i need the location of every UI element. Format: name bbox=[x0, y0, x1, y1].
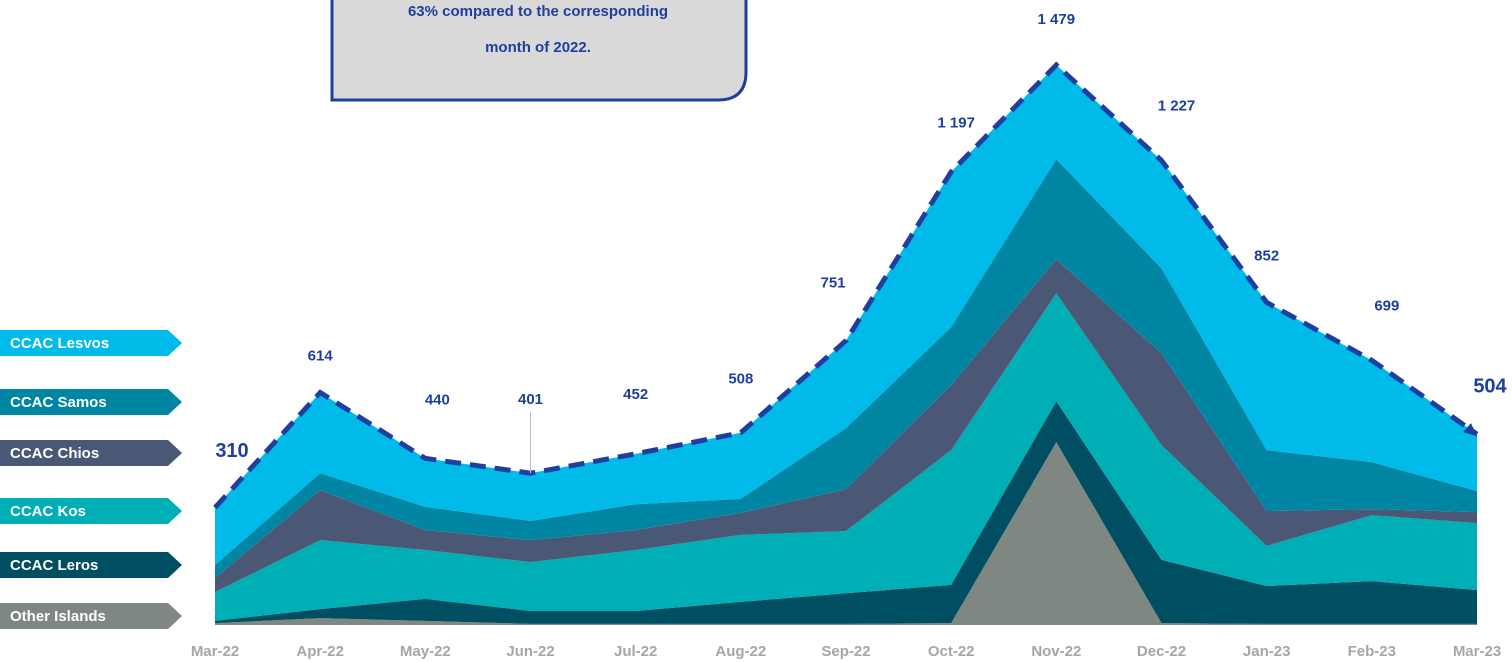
legend-swatch bbox=[0, 552, 182, 578]
legend-label: CCAC Samos bbox=[10, 394, 107, 411]
value-label: 504 bbox=[1473, 375, 1507, 397]
value-label: 1 479 bbox=[1038, 11, 1076, 28]
annotation-box bbox=[330, 0, 748, 102]
x-tick-label: Feb-23 bbox=[1348, 643, 1396, 660]
total-line bbox=[213, 61, 1479, 510]
value-label: 1 227 bbox=[1158, 97, 1196, 114]
x-tick-label: Sep-22 bbox=[821, 643, 870, 660]
area bbox=[215, 293, 1477, 621]
legend-label: CCAC Leros bbox=[10, 557, 98, 574]
x-tick-label: Jan-23 bbox=[1243, 643, 1291, 660]
legend-label: CCAC Lesvos bbox=[10, 335, 109, 352]
area bbox=[215, 259, 1477, 593]
value-label: 440 bbox=[425, 391, 450, 408]
annotation: month of 2022. bbox=[485, 39, 591, 56]
x-tick-label: Dec-22 bbox=[1137, 643, 1186, 660]
value-label: 310 bbox=[215, 440, 248, 462]
legend-swatch bbox=[0, 330, 182, 356]
value-label: 401 bbox=[518, 391, 543, 408]
x-tick-label: Mar-23 bbox=[1453, 643, 1501, 660]
annotation: 63% compared to the corresponding bbox=[408, 3, 668, 20]
legend-swatch bbox=[0, 603, 182, 629]
value-label: 508 bbox=[728, 371, 753, 388]
legend-swatch bbox=[0, 389, 182, 415]
x-tick-label: Jun-22 bbox=[506, 643, 554, 660]
value-label: 699 bbox=[1374, 297, 1399, 314]
x-tick-label: Oct-22 bbox=[928, 643, 975, 660]
value-label: 751 bbox=[820, 275, 845, 292]
value-label: 1 197 bbox=[937, 115, 975, 132]
x-tick-label: Apr-22 bbox=[296, 643, 344, 660]
x-tick-label: Jul-22 bbox=[614, 643, 657, 660]
value-label: 614 bbox=[308, 347, 334, 364]
x-tick-label: Aug-22 bbox=[715, 643, 766, 660]
arrow-head bbox=[1463, 423, 1477, 437]
legend-label: CCAC Kos bbox=[10, 503, 86, 520]
value-label: 852 bbox=[1254, 247, 1279, 264]
legend-swatch bbox=[0, 498, 182, 524]
x-tick-label: Mar-22 bbox=[191, 643, 239, 660]
legend-label: Other Islands bbox=[10, 608, 106, 625]
legend-swatch bbox=[0, 440, 182, 466]
x-tick-label: May-22 bbox=[400, 643, 451, 660]
legend-label: CCAC Chios bbox=[10, 445, 99, 462]
area bbox=[215, 65, 1477, 566]
plot: 310 614 440 401 452 508 751 1 197 1 479 1 227 852 6… bbox=[0, 11, 1508, 660]
x-tick-label: Nov-22 bbox=[1031, 643, 1081, 660]
area bbox=[215, 401, 1477, 624]
value-label: 452 bbox=[623, 386, 648, 403]
